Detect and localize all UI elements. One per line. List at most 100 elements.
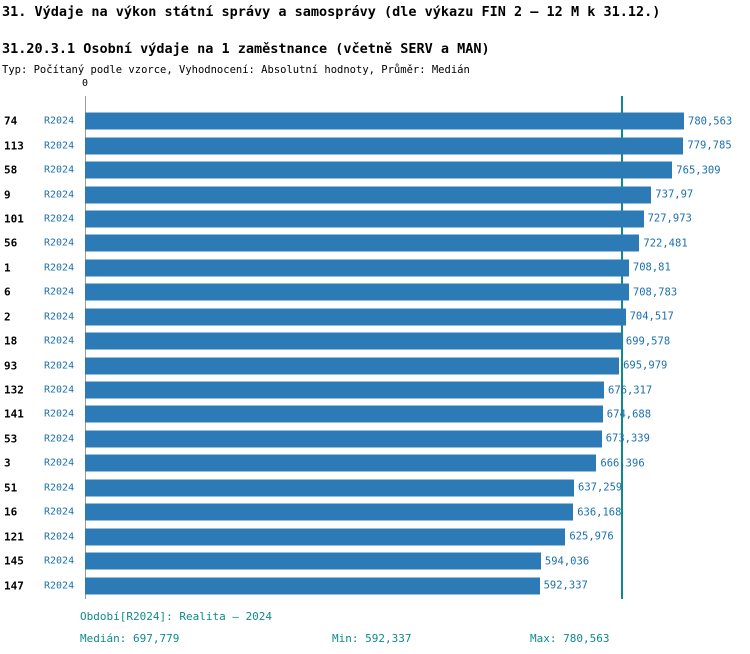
chart-row: 132 R2024 676,317 xyxy=(0,378,750,402)
bar-track: 708,81 xyxy=(85,259,671,277)
bar-value-label: 594,036 xyxy=(544,555,590,568)
row-category-label: 141 xyxy=(4,407,24,421)
chart-row: 147 R2024 592,337 xyxy=(0,573,750,597)
chart-row: 56 R2024 722,481 xyxy=(0,231,750,255)
row-series-label: R2024 xyxy=(44,311,75,323)
bar xyxy=(85,283,629,301)
row-series-label: R2024 xyxy=(44,115,75,127)
axis-zero-label: 0 xyxy=(81,78,89,89)
row-series-label: R2024 xyxy=(44,140,75,152)
bar-value-label: 727,973 xyxy=(647,212,692,225)
bar xyxy=(85,112,684,130)
bar-value-label: 708,81 xyxy=(632,261,671,274)
bar-track: 637,259 xyxy=(85,479,623,497)
section-title: 31.20.3.1 Osobní výdaje na 1 zaměstnance… xyxy=(2,41,490,57)
row-series-label: R2024 xyxy=(44,433,75,445)
chart-row: 113 R2024 779,785 xyxy=(0,133,750,157)
bar-chart-plot: 74 R2024 780,563 113 R2024 779,785 58 R2024 765,… xyxy=(0,96,750,602)
chart-row: 9 R2024 737,97 xyxy=(0,182,750,206)
bar-value-label: 708,783 xyxy=(632,286,678,299)
row-series-label: R2024 xyxy=(44,506,75,518)
bar-value-label: 592,337 xyxy=(543,579,588,592)
bar-value-label: 737,97 xyxy=(655,188,694,201)
bar-track: 666,396 xyxy=(85,454,645,472)
bar xyxy=(85,577,540,595)
row-series-label: R2024 xyxy=(44,189,75,201)
bar-value-label: 699,578 xyxy=(625,335,671,348)
bar xyxy=(85,528,566,546)
bar xyxy=(85,454,597,472)
bar-value-label: 674,688 xyxy=(606,408,652,421)
bar xyxy=(85,137,684,155)
bar-track: 779,785 xyxy=(85,137,732,155)
bar xyxy=(85,357,620,375)
chart-row: 74 R2024 780,563 xyxy=(0,109,750,133)
chart-row: 58 R2024 765,309 xyxy=(0,158,750,182)
bar-value-label: 695,979 xyxy=(623,359,668,372)
chart-row: 121 R2024 625,976 xyxy=(0,524,750,548)
row-category-label: 3 xyxy=(4,456,11,470)
bar xyxy=(85,161,673,179)
chart-row: 18 R2024 699,578 xyxy=(0,329,750,353)
bar-value-label: 625,976 xyxy=(569,530,614,543)
bar-track: 695,979 xyxy=(85,357,668,375)
chart-row: 145 R2024 594,036 xyxy=(0,549,750,573)
row-category-label: 121 xyxy=(4,530,24,544)
bar-value-label: 765,309 xyxy=(676,164,721,177)
row-category-label: 53 xyxy=(4,432,18,446)
bar-track: 592,337 xyxy=(85,577,588,595)
row-category-label: 101 xyxy=(4,212,24,226)
period-label: Období[R2024]: Realita – 2024 xyxy=(80,610,273,623)
row-series-label: R2024 xyxy=(44,164,75,176)
bar xyxy=(85,405,603,423)
row-series-label: R2024 xyxy=(44,482,75,494)
bar xyxy=(85,259,629,277)
bar-value-label: 722,481 xyxy=(643,237,688,250)
bar xyxy=(85,234,640,252)
chart-row: 2 R2024 704,517 xyxy=(0,305,750,329)
row-category-label: 147 xyxy=(4,579,24,593)
row-series-label: R2024 xyxy=(44,360,75,372)
bar-value-label: 676,317 xyxy=(608,384,653,397)
bar-value-label: 673,339 xyxy=(605,432,650,445)
bar-track: 699,578 xyxy=(85,332,671,350)
row-category-label: 9 xyxy=(4,188,11,202)
bar-track: 676,317 xyxy=(85,381,653,399)
row-series-label: R2024 xyxy=(44,384,75,396)
bar-track: 708,783 xyxy=(85,283,678,301)
bar-track: 737,97 xyxy=(85,186,694,204)
bar-track: 704,517 xyxy=(85,308,674,326)
bar xyxy=(85,332,622,350)
bar-track: 674,688 xyxy=(85,405,652,423)
chart-row: 51 R2024 637,259 xyxy=(0,476,750,500)
row-series-label: R2024 xyxy=(44,262,75,274)
chart-row: 6 R2024 708,783 xyxy=(0,280,750,304)
chart-row: 3 R2024 666,396 xyxy=(0,451,750,475)
report-title: 31. Výdaje na výkon státní správy a samo… xyxy=(2,4,661,20)
bar xyxy=(85,552,541,570)
bar-value-label: 780,563 xyxy=(688,115,733,128)
bar xyxy=(85,430,602,448)
chart-row: 93 R2024 695,979 xyxy=(0,353,750,377)
row-series-label: R2024 xyxy=(44,408,75,420)
row-series-label: R2024 xyxy=(44,457,75,469)
chart-row: 1 R2024 708,81 xyxy=(0,256,750,280)
row-series-label: R2024 xyxy=(44,531,75,543)
bar-track: 780,563 xyxy=(85,112,733,130)
bar xyxy=(85,381,604,399)
bar xyxy=(85,210,644,228)
min-stat-label: Min: 592,337 xyxy=(332,632,412,645)
bar-value-label: 636,168 xyxy=(577,506,622,519)
bar-value-label: 779,785 xyxy=(687,139,732,152)
row-category-label: 6 xyxy=(4,285,11,299)
bar-value-label: 637,259 xyxy=(578,481,623,494)
bar-value-label: 704,517 xyxy=(629,310,674,323)
bar-track: 673,339 xyxy=(85,430,650,448)
row-category-label: 2 xyxy=(4,310,11,324)
row-series-label: R2024 xyxy=(44,555,75,567)
bar xyxy=(85,308,626,326)
row-category-label: 132 xyxy=(4,383,24,397)
bar-track: 765,309 xyxy=(85,161,721,179)
row-category-label: 18 xyxy=(4,334,18,348)
